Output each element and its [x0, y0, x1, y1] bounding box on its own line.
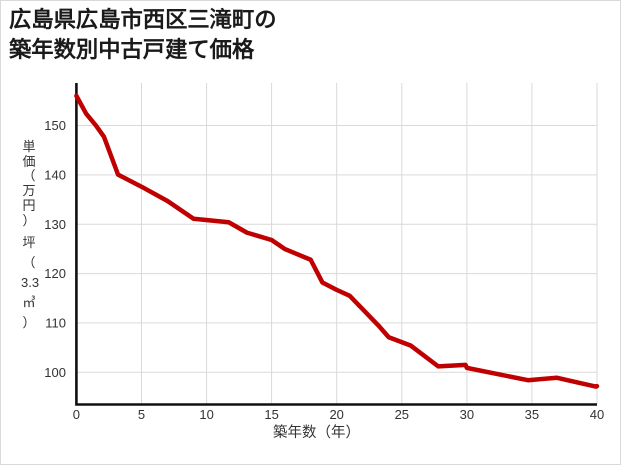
- svg-text:30: 30: [460, 407, 474, 422]
- svg-text:100: 100: [44, 365, 66, 380]
- svg-text:15: 15: [264, 407, 278, 422]
- svg-text:130: 130: [44, 217, 66, 232]
- svg-text:140: 140: [44, 168, 66, 183]
- svg-text:35: 35: [525, 407, 539, 422]
- svg-text:10: 10: [199, 407, 213, 422]
- svg-text:40: 40: [590, 407, 604, 422]
- svg-text:120: 120: [44, 266, 66, 281]
- svg-text:20: 20: [329, 407, 343, 422]
- svg-text:5: 5: [138, 407, 145, 422]
- svg-text:0: 0: [73, 407, 80, 422]
- svg-text:110: 110: [45, 316, 66, 331]
- svg-text:25: 25: [395, 407, 409, 422]
- svg-text:150: 150: [44, 118, 66, 133]
